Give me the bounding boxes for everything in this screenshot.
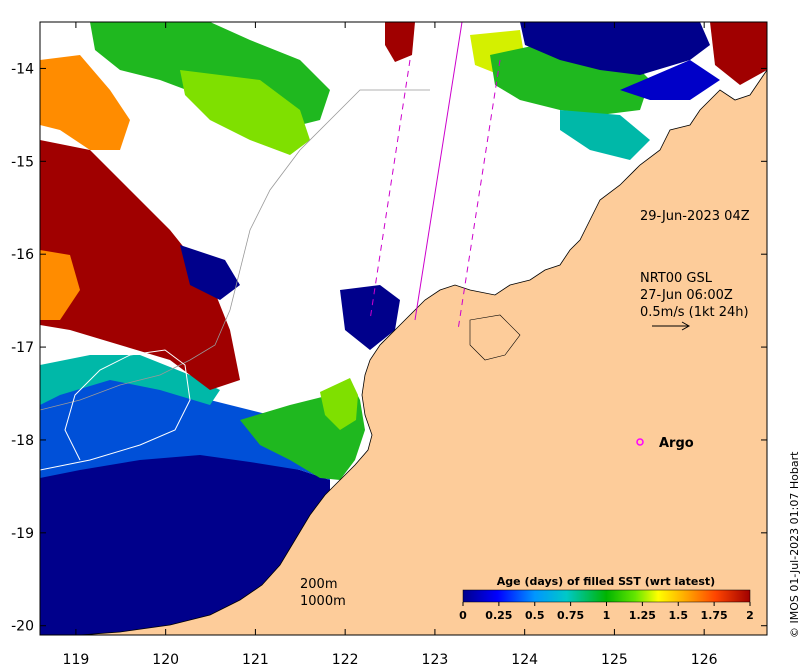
sst-region-red-topright: [710, 22, 767, 85]
lat-tick-label: -20: [11, 619, 34, 635]
sst-region-dark-red: [40, 140, 240, 390]
sst-region-darkblue-mid: [340, 285, 400, 350]
lat-tick-label: -15: [11, 154, 34, 170]
colorbar-gradient: [462, 589, 751, 603]
depth-200m-label: 200m: [300, 577, 337, 592]
latitude-axis: -14 -15 -16 -17 -18 -19 -20: [11, 61, 767, 635]
argo-float-marker: [636, 438, 644, 446]
current-scale-label: 0.5m/s (1kt 24h): [640, 305, 749, 320]
sst-region-teal: [40, 355, 220, 405]
contour-200m: [40, 89, 430, 411]
credit-text: © IMOS 01-Jul-2023 01:07 Hobart: [788, 451, 801, 638]
lat-tick-label: -17: [11, 340, 34, 356]
current-time-label: 27-Jun 06:00Z: [640, 288, 733, 303]
sst-region-darkblue-mid-2: [180, 245, 240, 300]
lon-tick-label: 124: [511, 652, 538, 668]
argo-label: Argo: [659, 436, 694, 451]
sst-region-blue: [40, 370, 330, 480]
sst-region-lightgreen-north: [180, 70, 310, 155]
satellite-track-dashed-2: [457, 59, 501, 331]
colorbar-tick-label: 0: [459, 609, 467, 622]
colorbar-tick-label: 1: [603, 609, 611, 622]
lat-tick-label: -19: [11, 526, 34, 542]
colorbar-tick-label: 1.75: [701, 609, 728, 622]
sst-region-orange: [40, 55, 130, 150]
colorbar-tick-label: 0.75: [557, 609, 584, 622]
sst-region-red-topcenter: [385, 22, 415, 62]
lon-tick-label: 125: [601, 652, 628, 668]
land-mass: [79, 69, 767, 635]
longitude-axis: 119 120 121 122 123 124 125 126: [63, 22, 718, 668]
lat-tick-label: -16: [11, 247, 34, 263]
satellite-track-solid-1: [414, 22, 463, 321]
track-time-label: 29-Jun-2023 04Z: [640, 209, 750, 224]
lon-tick-label: 121: [242, 652, 269, 668]
lat-tick-label: -14: [11, 61, 34, 77]
colorbar-title: Age (days) of filled SST (wrt latest): [497, 575, 715, 588]
colorbar-tick-label: 2: [746, 609, 754, 622]
sst-region-orange-2: [40, 250, 80, 320]
lon-tick-label: 123: [422, 652, 449, 668]
lon-tick-label: 119: [63, 652, 90, 668]
depth-1000m-label: 1000m: [300, 594, 346, 609]
current-scale-arrow: [652, 321, 691, 331]
sst-region-teal-northeast: [560, 110, 650, 160]
land-island: [469, 314, 521, 361]
colorbar-ticks: 0 0.25 0.5 0.75 1 1.25 1.5 1.75 2: [459, 602, 754, 622]
colorbar-tick-label: 1.5: [669, 609, 689, 622]
current-product-label: NRT00 GSL: [640, 271, 713, 286]
contour-1000m: [40, 349, 191, 471]
sst-region-blue-northeast: [620, 60, 720, 100]
colorbar-tick-label: 0.5: [525, 609, 545, 622]
sst-region-lightgreen-coastal: [320, 378, 358, 430]
sst-region-darkblue-top: [520, 22, 710, 75]
lat-tick-label: -18: [11, 433, 34, 449]
lon-tick-label: 126: [691, 652, 718, 668]
lon-tick-label: 122: [332, 652, 359, 668]
lon-tick-label: 120: [152, 652, 179, 668]
colorbar-tick-label: 1.25: [629, 609, 656, 622]
colorbar-tick-label: 0.25: [485, 609, 512, 622]
map-plot-area: [40, 22, 767, 635]
plot-frame: [39, 21, 768, 636]
